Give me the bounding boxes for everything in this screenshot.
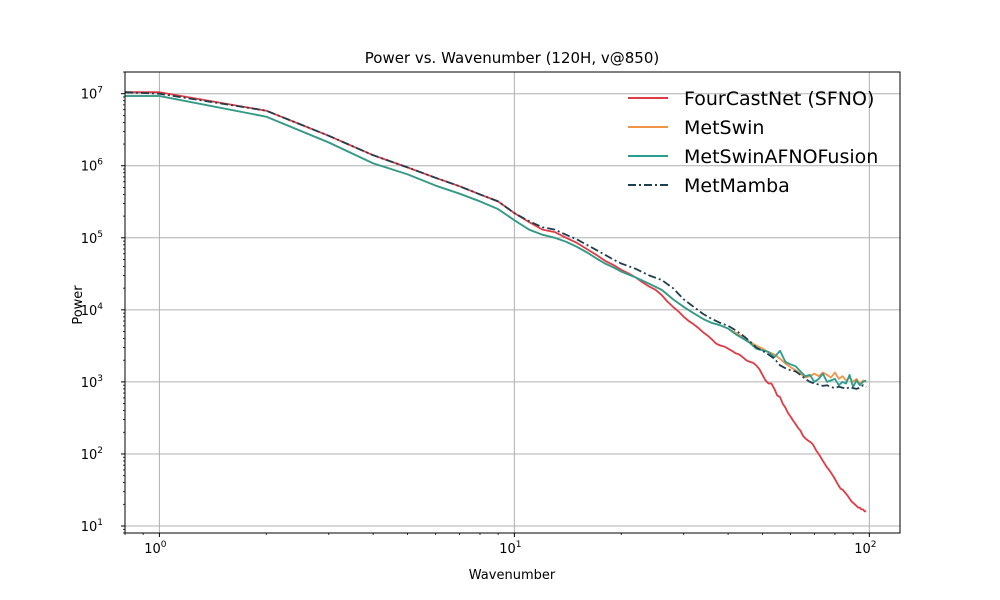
grid-lines	[125, 72, 900, 533]
series-lines	[125, 91, 867, 513]
legend-label: FourCastNet (SFNO)	[684, 88, 874, 110]
series-line-metswinafnofusion	[125, 95, 867, 388]
legend-label: MetSwin	[684, 117, 764, 139]
legend: FourCastNet (SFNO) MetSwin MetSwinAFNOFusi…	[628, 88, 878, 197]
series-line-metmamba	[125, 91, 867, 390]
series-line-fourcastnet-sfno	[125, 91, 867, 513]
legend-label: MetMamba	[684, 175, 790, 197]
chart-title: Power vs. Wavenumber (120H, v@850)	[365, 49, 660, 67]
y-axis-label: Power	[71, 285, 86, 325]
plot-frame	[124, 71, 901, 534]
legend-label: MetSwinAFNOFusion	[684, 146, 878, 168]
x-axis-label: Wavenumber	[469, 568, 556, 583]
